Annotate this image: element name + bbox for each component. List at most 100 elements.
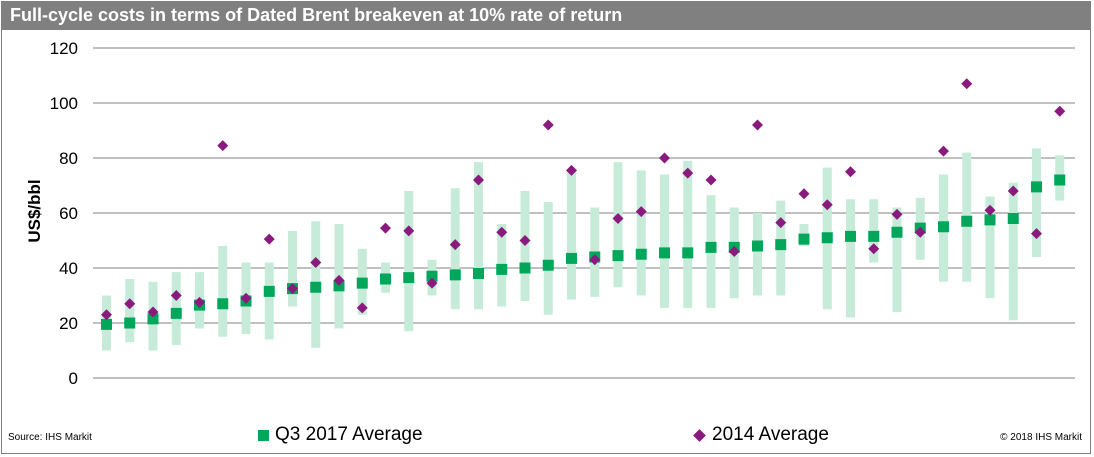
- q3-point: [147, 313, 159, 325]
- legend-diamond-icon: [693, 428, 706, 442]
- range-bar: [125, 279, 135, 343]
- y2014-point: [705, 174, 717, 186]
- y2014-point: [914, 226, 926, 238]
- q3-point: [426, 270, 438, 282]
- y-axis-label: US$/bbl: [25, 179, 44, 242]
- y2014-point: [380, 222, 391, 234]
- range-bar: [636, 170, 646, 296]
- range-bar: [613, 162, 623, 288]
- y2014-point: [659, 152, 670, 164]
- y2014-point: [263, 233, 275, 245]
- q3-point: [612, 250, 624, 262]
- y2014-point: [310, 257, 322, 268]
- range-bar: [264, 262, 274, 340]
- q3-point: [682, 247, 694, 259]
- q3-point: [519, 262, 531, 274]
- range-bar: [660, 174, 669, 308]
- q3-point: [263, 285, 275, 297]
- y2014-point: [101, 309, 112, 321]
- q3-point: [449, 269, 461, 281]
- y2014-point: [566, 164, 577, 176]
- y-tick-label: 120: [50, 39, 78, 58]
- range-bar: [404, 191, 414, 332]
- legend-label-q3: Q3 2017 Average: [275, 424, 423, 445]
- q3-point: [1054, 174, 1066, 186]
- y2014-point: [682, 167, 694, 179]
- q3-point: [403, 272, 415, 284]
- range-bar: [543, 202, 553, 315]
- q3-point: [217, 298, 229, 310]
- q3-point: [798, 233, 810, 245]
- y2014-point: [752, 119, 763, 131]
- y-tick-label: 20: [59, 314, 78, 333]
- legend-label-2014: 2014 Average: [712, 424, 829, 445]
- y2014-point: [519, 235, 531, 246]
- y-axis: 0 20 40 60 80 100 120: [50, 39, 78, 388]
- y-tick-label: 40: [59, 259, 78, 278]
- y2014-point: [356, 302, 368, 314]
- y2014-point: [217, 140, 229, 152]
- y2014-point: [984, 204, 996, 216]
- legend-q3-2017: Q3 2017 Average: [258, 424, 423, 446]
- y2014-point: [775, 217, 787, 229]
- y2014-point: [473, 174, 484, 186]
- range-bars: [102, 148, 1065, 351]
- range-bar: [753, 213, 762, 296]
- q3-point: [356, 277, 368, 289]
- range-bar: [474, 162, 483, 310]
- y2014-point: [403, 225, 415, 237]
- y2014-point: [542, 119, 554, 131]
- q3-point: [124, 317, 136, 329]
- q3-point: [775, 239, 787, 251]
- y2014-point: [194, 296, 205, 308]
- y-tick-label: 0: [69, 369, 78, 388]
- y2014-point: [589, 254, 601, 266]
- y2014-point: [426, 277, 438, 289]
- y2014-point: [821, 199, 833, 211]
- range-bar: [288, 230, 297, 307]
- y2014-point: [1007, 185, 1019, 197]
- range-bar: [567, 171, 576, 300]
- source-note: Source: IHS Markit: [8, 432, 92, 443]
- q3-point: [101, 318, 112, 330]
- q3-point: [659, 247, 670, 259]
- q3-point: [1007, 213, 1019, 224]
- range-bar: [985, 196, 995, 299]
- q3-point: [891, 226, 903, 238]
- y-tick-label: 100: [50, 94, 78, 113]
- y2014-point: [287, 283, 298, 295]
- y2014-point: [938, 145, 949, 157]
- q3-point: [635, 248, 647, 260]
- y2014-point: [961, 78, 973, 90]
- y2014-point: [891, 208, 903, 220]
- q3-point: [170, 307, 182, 319]
- y2014-point: [333, 274, 345, 286]
- q3-point: [566, 252, 577, 264]
- q3-point: [1031, 181, 1042, 193]
- legend-2014: 2014 Average: [693, 424, 829, 446]
- copyright-note: © 2018 IHS Markit: [1000, 432, 1082, 443]
- y2014-point: [449, 239, 461, 251]
- range-bar: [218, 246, 228, 337]
- q3-point: [542, 259, 554, 271]
- range-bar: [1032, 148, 1041, 257]
- y2014-series: [101, 78, 1066, 321]
- y2014-point: [147, 306, 159, 318]
- y2014-point: [1031, 228, 1042, 240]
- y-tick-label: 60: [59, 204, 78, 223]
- q3-point: [821, 232, 833, 244]
- q3-point: [473, 268, 484, 279]
- range-bar: [683, 160, 693, 308]
- q3-point: [984, 214, 996, 226]
- y2014-point: [240, 292, 252, 304]
- q3-point: [705, 241, 717, 253]
- q3-point: [496, 263, 508, 275]
- y-tick-label: 80: [59, 149, 78, 168]
- q3-point: [310, 281, 322, 293]
- y2014-point: [728, 246, 740, 257]
- range-bar: [846, 199, 855, 318]
- q3-point: [961, 215, 973, 227]
- range-bar: [892, 207, 902, 312]
- q3-point: [868, 230, 880, 242]
